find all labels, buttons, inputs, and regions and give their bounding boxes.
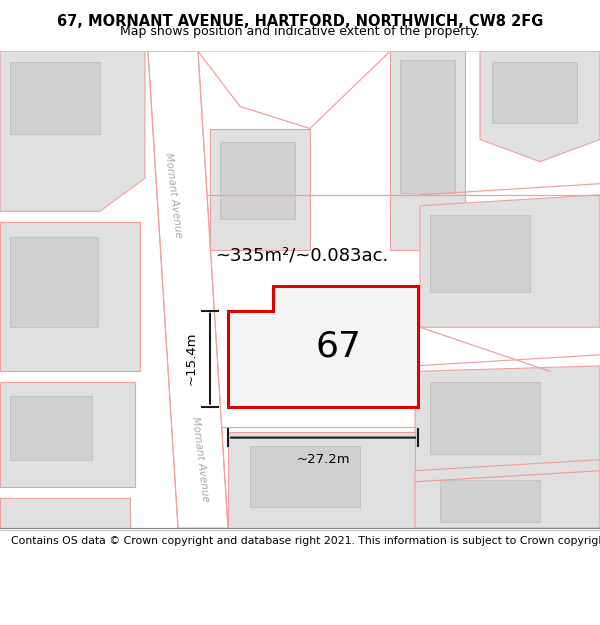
Polygon shape <box>228 286 418 407</box>
Polygon shape <box>430 214 530 292</box>
Text: ~335m²/~0.083ac.: ~335m²/~0.083ac. <box>215 246 388 264</box>
Polygon shape <box>228 432 415 528</box>
Text: Map shows position and indicative extent of the property.: Map shows position and indicative extent… <box>120 25 480 38</box>
Polygon shape <box>10 237 98 328</box>
Polygon shape <box>0 222 140 371</box>
Polygon shape <box>480 51 600 162</box>
Polygon shape <box>415 366 600 482</box>
Text: Mornant Avenue: Mornant Avenue <box>190 416 210 503</box>
Polygon shape <box>420 195 600 328</box>
Text: ~27.2m: ~27.2m <box>296 453 350 466</box>
Polygon shape <box>0 498 130 528</box>
Polygon shape <box>400 60 455 192</box>
Polygon shape <box>10 62 100 134</box>
Text: 67: 67 <box>315 329 361 364</box>
Polygon shape <box>430 382 540 454</box>
Text: Contains OS data © Crown copyright and database right 2021. This information is : Contains OS data © Crown copyright and d… <box>11 536 600 546</box>
Polygon shape <box>220 142 295 219</box>
Polygon shape <box>415 459 600 528</box>
Polygon shape <box>440 479 540 521</box>
Polygon shape <box>0 51 145 211</box>
Polygon shape <box>250 319 385 399</box>
Polygon shape <box>492 62 577 123</box>
Polygon shape <box>10 396 92 459</box>
Polygon shape <box>210 129 310 250</box>
Text: ~15.4m: ~15.4m <box>185 332 198 386</box>
Text: 67, MORNANT AVENUE, HARTFORD, NORTHWICH, CW8 2FG: 67, MORNANT AVENUE, HARTFORD, NORTHWICH,… <box>57 14 543 29</box>
Polygon shape <box>250 446 360 507</box>
Polygon shape <box>0 382 135 488</box>
Polygon shape <box>148 51 228 528</box>
Polygon shape <box>390 51 465 250</box>
Text: Mornant Avenue: Mornant Avenue <box>163 151 183 238</box>
